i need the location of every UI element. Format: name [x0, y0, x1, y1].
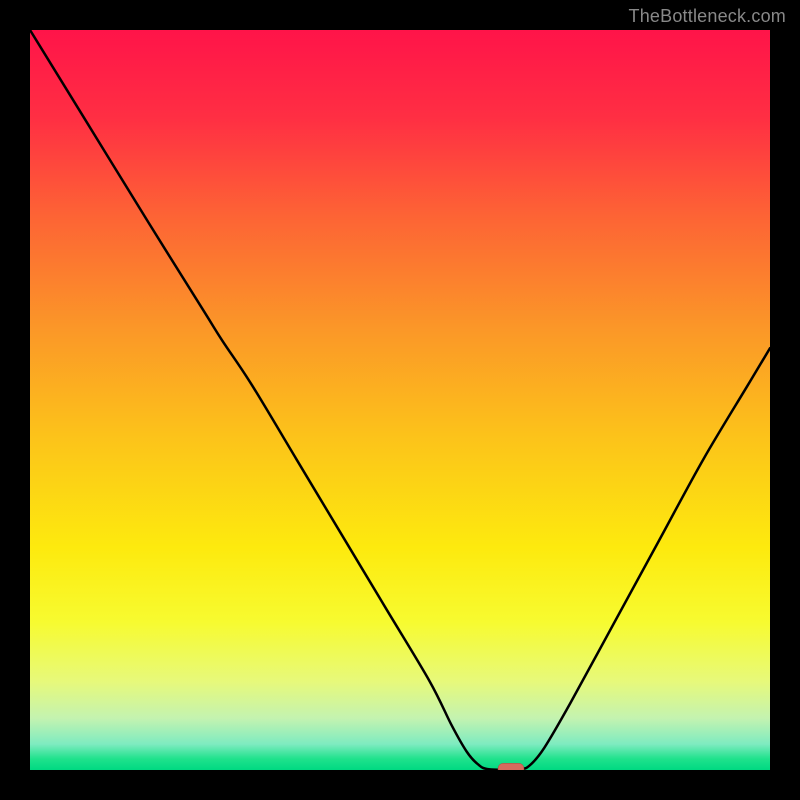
watermark-text: TheBottleneck.com [629, 6, 786, 27]
chart-background [30, 30, 770, 770]
chart-svg [0, 0, 800, 800]
chart-stage: TheBottleneck.com [0, 0, 800, 800]
